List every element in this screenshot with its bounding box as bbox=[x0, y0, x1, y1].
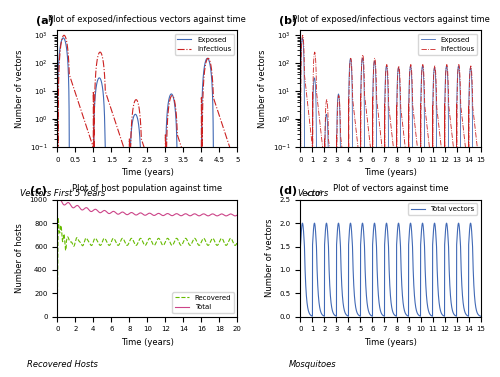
Infectious bbox=[221, 127, 227, 132]
Exposed bbox=[374, 113, 380, 118]
Infectious bbox=[361, 67, 367, 72]
Line: Exposed: Exposed bbox=[58, 38, 238, 150]
X-axis label: Time (years): Time (years) bbox=[364, 338, 417, 347]
Exposed bbox=[58, 39, 64, 43]
Title: Plot of exposed/infectious vectors against time: Plot of exposed/infectious vectors again… bbox=[48, 15, 246, 24]
Infectious bbox=[478, 146, 484, 151]
Line: Recovered: Recovered bbox=[58, 218, 238, 317]
Total bbox=[229, 212, 235, 217]
Text: (b): (b) bbox=[279, 17, 297, 26]
Exposed bbox=[220, 146, 226, 151]
Infectious bbox=[336, 98, 342, 103]
Recovered bbox=[54, 314, 60, 319]
Title: Plot of host population against time: Plot of host population against time bbox=[72, 184, 223, 193]
Exposed bbox=[234, 146, 240, 151]
Exposed bbox=[337, 112, 343, 117]
Legend: Total vectors: Total vectors bbox=[408, 203, 477, 215]
Infectious bbox=[336, 94, 342, 99]
Text: Recovered Hosts: Recovered Hosts bbox=[27, 360, 98, 369]
Total bbox=[54, 198, 60, 202]
Legend: Exposed, Infectious: Exposed, Infectious bbox=[174, 34, 234, 55]
Legend: Recovered, Total: Recovered, Total bbox=[172, 292, 234, 313]
Text: Vectors: Vectors bbox=[297, 188, 328, 198]
Total vectors bbox=[457, 232, 463, 236]
Legend: Exposed, Infectious: Exposed, Infectious bbox=[418, 34, 477, 55]
Infectious bbox=[193, 146, 199, 151]
Infectious bbox=[474, 142, 480, 147]
Recovered bbox=[229, 238, 235, 242]
Total vectors bbox=[364, 294, 370, 299]
Title: Plot of exposed/infectious vectors against time: Plot of exposed/infectious vectors again… bbox=[292, 15, 490, 24]
Exposed bbox=[336, 101, 342, 105]
Y-axis label: Number of hosts: Number of hosts bbox=[15, 223, 24, 293]
Exposed bbox=[131, 113, 137, 118]
Infectious bbox=[337, 106, 343, 111]
Exposed bbox=[220, 146, 226, 151]
Infectious bbox=[374, 86, 380, 90]
Line: Exposed: Exposed bbox=[300, 38, 480, 150]
Total bbox=[232, 214, 238, 218]
Text: $\times 10^4$: $\times 10^4$ bbox=[304, 188, 324, 200]
Line: Total: Total bbox=[58, 200, 238, 216]
Exposed bbox=[300, 36, 306, 40]
Total bbox=[229, 212, 235, 217]
Total vectors bbox=[408, 222, 414, 226]
Exposed bbox=[192, 146, 198, 151]
Infectious bbox=[300, 33, 306, 38]
Total vectors bbox=[467, 225, 473, 229]
Infectious bbox=[298, 148, 304, 152]
Line: Infectious: Infectious bbox=[58, 35, 238, 150]
Text: Vectors First 5 Years: Vectors First 5 Years bbox=[20, 188, 105, 198]
Text: Mosquitoes: Mosquitoes bbox=[288, 360, 337, 369]
Recovered bbox=[196, 243, 202, 248]
Infectious bbox=[131, 101, 137, 105]
Total bbox=[142, 213, 148, 218]
Exposed bbox=[298, 148, 304, 152]
Exposed bbox=[361, 80, 367, 84]
Infectious bbox=[61, 33, 67, 38]
Infectious bbox=[134, 97, 140, 102]
Total vectors bbox=[478, 314, 484, 319]
Infectious bbox=[234, 146, 240, 151]
Line: Total vectors: Total vectors bbox=[300, 223, 480, 316]
Infectious bbox=[58, 39, 64, 44]
Y-axis label: Number of vectors: Number of vectors bbox=[16, 49, 24, 128]
Exposed bbox=[134, 113, 140, 117]
Recovered bbox=[230, 238, 235, 243]
Infectious bbox=[54, 72, 60, 77]
Total vectors bbox=[300, 221, 306, 225]
X-axis label: Time (years): Time (years) bbox=[364, 169, 417, 178]
Total bbox=[234, 213, 240, 217]
Exposed bbox=[474, 146, 480, 151]
Y-axis label: Number of vectors: Number of vectors bbox=[258, 49, 268, 128]
Total vectors bbox=[298, 244, 304, 249]
Total vectors bbox=[310, 314, 316, 319]
Infectious bbox=[298, 72, 304, 77]
Title: Plot of vectors against time: Plot of vectors against time bbox=[332, 184, 448, 193]
Exposed bbox=[336, 94, 342, 99]
Line: Infectious: Infectious bbox=[300, 35, 480, 150]
Infectious bbox=[55, 148, 61, 152]
Recovered bbox=[55, 215, 61, 220]
Y-axis label: Number of vectors: Number of vectors bbox=[265, 219, 274, 297]
X-axis label: Time (years): Time (years) bbox=[121, 169, 174, 178]
Infectious bbox=[220, 126, 226, 131]
Recovered bbox=[64, 238, 70, 242]
Recovered bbox=[137, 236, 143, 241]
Total bbox=[64, 201, 70, 206]
Text: (c): (c) bbox=[30, 186, 47, 196]
Recovered bbox=[234, 240, 240, 244]
Exposed bbox=[60, 36, 66, 40]
X-axis label: Time (years): Time (years) bbox=[121, 338, 174, 347]
Text: (a): (a) bbox=[36, 17, 54, 26]
Text: (d): (d) bbox=[279, 186, 297, 196]
Recovered bbox=[142, 243, 148, 248]
Total vectors bbox=[458, 239, 464, 244]
Exposed bbox=[478, 146, 484, 151]
Total vectors bbox=[316, 305, 322, 310]
Total bbox=[196, 213, 202, 218]
Total bbox=[137, 211, 143, 215]
Exposed bbox=[54, 148, 60, 152]
